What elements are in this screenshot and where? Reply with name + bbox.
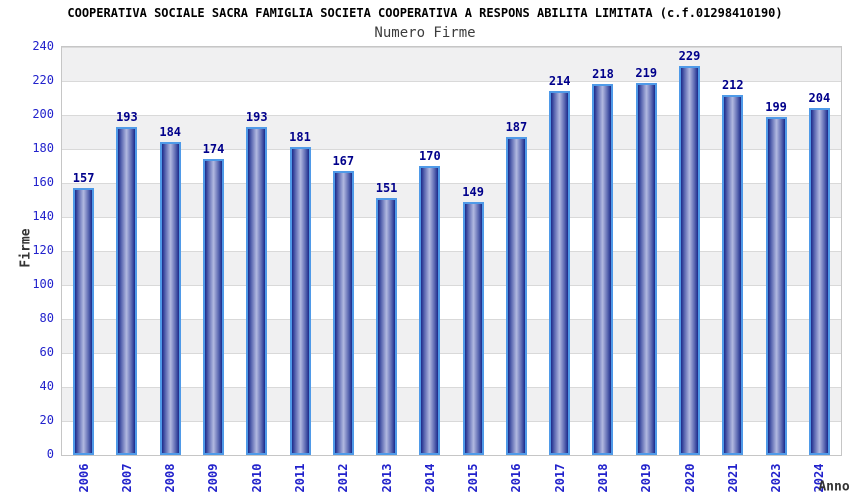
bar-2019 [635,82,657,455]
y-tick-label: 160 [32,175,54,189]
x-tick-label: 2009 [206,463,221,493]
x-tick-label: 2012 [336,463,351,493]
bar-value-label: 170 [419,149,441,163]
grid-line [62,216,841,218]
x-tick-label: 2017 [552,463,567,493]
bar-value-label: 204 [808,91,831,106]
y-tick-label: 180 [32,141,54,155]
grid-line [62,114,841,116]
y-tick-label: 80 [39,311,54,325]
x-tick-label: 2006 [76,463,91,493]
grid-line [62,318,841,320]
bar-value-label: 212 [721,77,744,92]
bar-2017 [549,91,571,455]
grid-band [62,183,841,217]
chart-subtitle: Numero Firme [374,25,476,41]
bar-2014 [419,166,441,455]
grid-line [62,352,841,354]
grid-band [62,217,841,251]
bar-value-label: 157 [72,171,95,186]
x-tick-label: 2023 [769,463,784,493]
grid-band [62,149,841,183]
bar-value-label: 219 [635,65,658,80]
bar-value-label: 199 [765,99,787,114]
grid-line [62,80,841,82]
bar-2010 [246,126,268,455]
bar-2016 [505,137,527,455]
bar-2012 [332,171,354,455]
x-tick-label: 2016 [509,463,524,493]
bar-2020 [679,65,701,455]
x-axis-label: Anno [818,479,850,495]
grid-line [62,386,841,388]
x-tick-label: 2014 [422,463,437,493]
bar-value-label: 218 [592,67,614,82]
y-tick-label: 60 [39,345,54,359]
x-tick-label: 2011 [293,463,308,493]
y-tick-label: 240 [32,39,54,53]
bar-2008 [159,142,181,455]
grid-band [62,81,841,115]
x-tick-label: 2015 [466,463,481,493]
grid-band [62,421,841,455]
bar-value-label: 151 [375,181,398,196]
bar-2013 [376,198,398,455]
y-tick-label: 0 [46,447,54,461]
x-tick-label: 2021 [725,463,740,493]
grid-line [62,420,841,422]
grid-band [62,285,841,319]
x-tick-label: 2007 [119,463,134,493]
grid-band [62,353,841,387]
grid-line [62,148,841,150]
bar-value-label: 167 [332,154,355,169]
bar-2015 [462,201,484,455]
bar-2011 [289,147,311,455]
grid-band [62,251,841,285]
grid-line [62,182,841,184]
bar-value-label: 174 [202,142,225,157]
grid-band [62,319,841,353]
bar-value-label: 184 [159,125,182,140]
bar-value-label: 193 [116,109,138,124]
bar-2018 [592,84,614,455]
y-tick-label: 220 [32,73,54,87]
y-axis-label: Firme [18,228,34,268]
grid-line [62,250,841,252]
bar-2021 [722,94,744,455]
grid-band [62,115,841,149]
x-tick-label: 2020 [682,463,697,493]
x-tick-label: 2019 [639,463,654,493]
bar-2009 [202,159,224,455]
grid-line [62,46,841,48]
bar-value-label: 187 [505,120,528,135]
chart-title: COOPERATIVA SOCIALE SACRA FAMIGLIA SOCIE… [67,6,783,20]
x-tick-label: 2018 [595,463,610,493]
bar-2023 [765,116,787,455]
y-tick-label: 200 [32,107,54,121]
x-tick-label: 2010 [249,463,264,493]
grid-line [62,284,841,286]
x-tick-label: 2013 [379,463,394,493]
x-tick-label: 2008 [163,463,178,493]
y-tick-label: 100 [32,277,54,291]
bar-value-label: 181 [289,130,311,145]
grid-band [62,387,841,421]
bar-value-label: 229 [678,48,701,63]
bar-2024 [808,108,830,455]
bar-value-label: 149 [462,184,484,199]
y-tick-label: 40 [39,379,54,393]
y-tick-label: 20 [39,413,54,427]
grid-band [62,47,841,81]
bar-2006 [73,188,95,455]
bar-2007 [116,126,138,455]
bar-value-label: 193 [245,109,268,124]
y-tick-label: 140 [32,209,54,223]
bar-value-label: 214 [548,74,571,89]
y-tick-label: 120 [32,243,54,257]
